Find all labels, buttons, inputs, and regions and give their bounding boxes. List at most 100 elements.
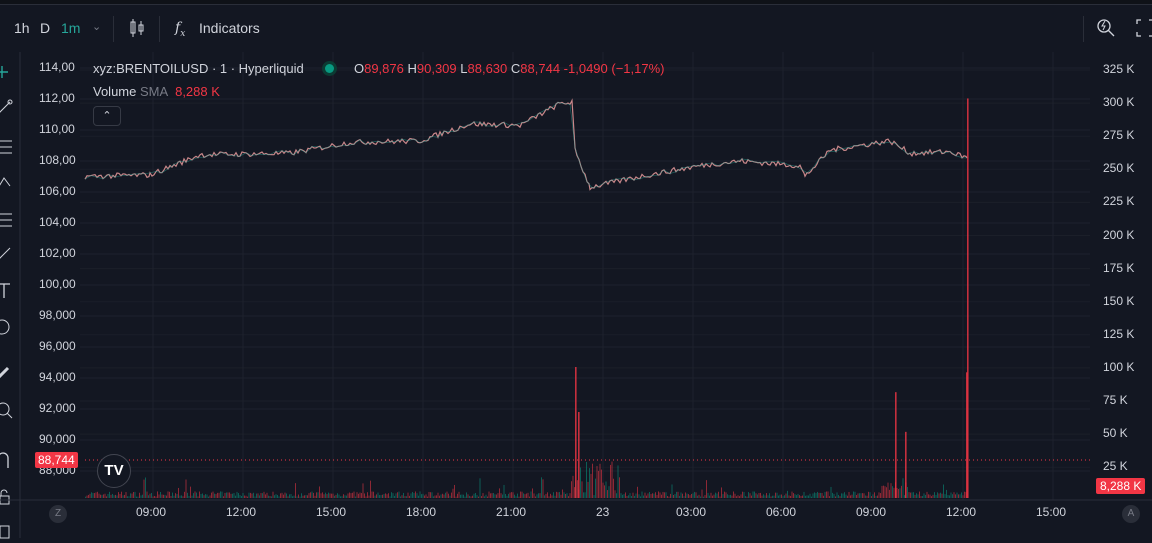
magnet-icon[interactable] — [0, 452, 14, 470]
price-tick-label: 94,000 — [39, 370, 76, 384]
volume-bar — [457, 493, 458, 498]
fullscreen-icon[interactable] — [1136, 18, 1152, 41]
volume-bar — [152, 496, 154, 498]
volume-bar — [617, 465, 619, 498]
symbol-title[interactable]: xyz:BRENTOILUSD · 1 · Hyperliquid — [93, 61, 304, 76]
volume-bar — [470, 496, 472, 498]
volume-bar — [784, 495, 785, 498]
volume-bar — [647, 493, 649, 498]
chevron-down-icon[interactable]: ⌄ — [92, 21, 102, 33]
volume-bar — [172, 492, 173, 498]
volume-bar — [644, 492, 646, 498]
indicators-button[interactable]: Indicators — [199, 20, 260, 36]
trendline-icon[interactable] — [0, 98, 14, 116]
volume-bar — [887, 482, 889, 498]
fib-icon[interactable] — [0, 138, 14, 156]
volume-bar — [914, 494, 916, 498]
volume-bar — [902, 478, 904, 498]
volume-bar — [892, 486, 893, 498]
collapse-legend-button[interactable]: ⌃ — [93, 106, 121, 126]
volume-bar — [148, 495, 149, 498]
divider — [1083, 16, 1084, 42]
quick-search-icon[interactable] — [1096, 18, 1116, 41]
volume-bar — [721, 487, 722, 498]
volume-bar — [514, 494, 515, 498]
fx-icon[interactable]: fx — [175, 20, 186, 39]
interval-1m[interactable]: 1m — [61, 20, 81, 36]
volume-bar — [812, 493, 814, 498]
brush-icon[interactable] — [0, 244, 14, 262]
volume-bar — [670, 493, 671, 498]
volume-bar — [749, 493, 751, 498]
volume-bar — [881, 485, 883, 498]
volume-bar — [220, 491, 221, 498]
volume-bar — [544, 495, 545, 498]
interval-1h[interactable]: 1h — [14, 20, 30, 36]
volume-bar — [466, 492, 467, 498]
volume-bar — [539, 493, 541, 498]
candlestick-icon[interactable] — [128, 18, 146, 41]
volume-bar — [433, 496, 434, 498]
volume-bar — [748, 492, 749, 498]
volume-bar — [601, 469, 602, 498]
volume-bar — [953, 492, 955, 498]
volume-bar — [344, 495, 346, 498]
volume-bar — [587, 481, 589, 498]
volume-bar — [629, 493, 631, 498]
volume-bar — [289, 494, 290, 498]
volume-bar — [440, 494, 442, 498]
projection-icon[interactable] — [0, 210, 14, 228]
volume-bar — [919, 491, 920, 498]
interval-d[interactable]: D — [40, 20, 51, 36]
volume-bar — [760, 492, 761, 498]
volume-bar — [847, 495, 848, 498]
volume-bar — [782, 496, 784, 498]
volume-bar — [917, 494, 919, 498]
volume-bar — [844, 492, 845, 498]
volume-bar — [839, 496, 841, 498]
volume-bar — [815, 493, 817, 498]
crosshair-icon[interactable] — [0, 66, 14, 84]
volume-label[interactable]: Volume — [93, 84, 137, 99]
auto-scale-button[interactable]: A — [1122, 505, 1140, 523]
emoji-icon[interactable] — [0, 318, 14, 336]
volume-bar — [157, 491, 158, 498]
volume-bar — [574, 487, 575, 498]
volume-bar — [775, 492, 776, 498]
ruler-icon[interactable] — [0, 364, 14, 382]
volume-bar — [511, 492, 512, 498]
volume-bar — [722, 494, 724, 498]
volume-bar — [314, 495, 316, 498]
volume-bar — [319, 486, 320, 498]
volume-bar — [754, 491, 755, 498]
time-tick-label: 06:00 — [766, 505, 797, 519]
pattern-icon[interactable] — [0, 174, 14, 192]
zoom-in-icon[interactable] — [0, 402, 14, 420]
volume-bar — [455, 496, 457, 498]
volume-bar — [719, 496, 721, 498]
timezone-button[interactable]: Z — [49, 505, 67, 523]
tradingview-logo[interactable]: TV — [97, 454, 131, 488]
price-tick-label: 102,00 — [39, 246, 76, 260]
volume-bar — [701, 489, 703, 498]
volume-bar — [464, 496, 466, 498]
volume-bar — [322, 492, 323, 498]
volume-bar — [280, 493, 281, 498]
volume-bar — [97, 491, 98, 498]
volume-bar — [350, 493, 352, 498]
volume-bar — [934, 492, 935, 498]
volume-bar — [901, 485, 902, 498]
text-icon[interactable] — [0, 282, 14, 300]
volume-bar — [736, 496, 737, 498]
volume-bar — [188, 495, 190, 498]
volume-bar — [691, 493, 692, 498]
volume-bar — [449, 495, 451, 498]
volume-bar — [383, 494, 385, 498]
volume-bar — [368, 495, 370, 498]
volume-bar — [262, 493, 263, 498]
volume-bar — [442, 493, 443, 498]
volume-bar — [476, 495, 478, 498]
volume-bar — [805, 495, 806, 498]
volume-bar — [817, 491, 818, 498]
